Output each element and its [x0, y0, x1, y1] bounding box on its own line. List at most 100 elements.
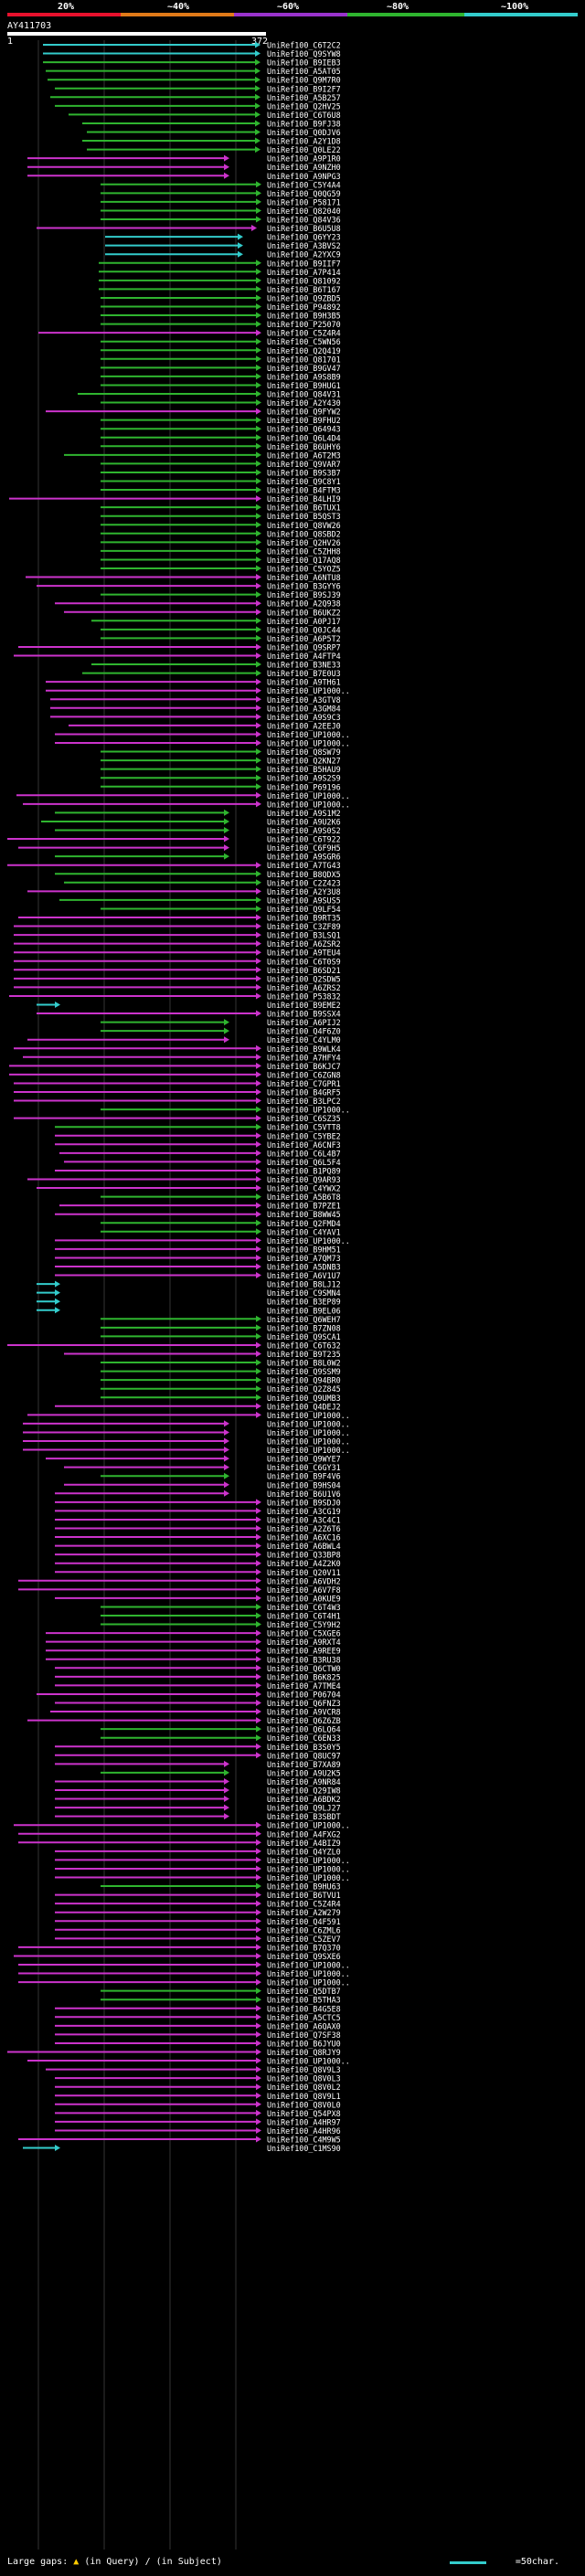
- hit-label[interactable]: UniRef100_B9F4V6: [267, 1472, 341, 1481]
- hit-label[interactable]: UniRef100_C7GPR1: [267, 1079, 341, 1088]
- hit-row[interactable]: UniRef100_Q9M7R0: [48, 76, 341, 85]
- hit-label[interactable]: UniRef100_UP1000..: [267, 1864, 350, 1873]
- hit-label[interactable]: UniRef100_A0PJ17: [267, 617, 341, 626]
- hit-label[interactable]: UniRef100_Q2KN27: [267, 757, 341, 766]
- hit-row[interactable]: UniRef100_P06704: [37, 1690, 341, 1699]
- hit-label[interactable]: UniRef100_UP1000..: [267, 1821, 350, 1830]
- hit-label[interactable]: UniRef100_Q8UC97: [267, 1751, 341, 1760]
- hit-label[interactable]: UniRef100_Q2Z845: [267, 1384, 341, 1394]
- hit-row[interactable]: UniRef100_UP1000..: [46, 686, 350, 695]
- hit-row[interactable]: UniRef100_Q9UMB3: [101, 1394, 341, 1403]
- hit-row[interactable]: UniRef100_B5THA3: [101, 1996, 341, 2005]
- hit-row[interactable]: UniRef100_C5Z4R4: [38, 329, 341, 338]
- hit-label[interactable]: UniRef100_Q9SXE6: [267, 1952, 341, 1961]
- hit-label[interactable]: UniRef100_Q8SBD2: [267, 529, 341, 538]
- hit-label[interactable]: UniRef100_A3GTV8: [267, 695, 341, 705]
- hit-label[interactable]: UniRef100_Q6Z6ZB: [267, 1716, 341, 1725]
- hit-label[interactable]: UniRef100_A9NPG3: [267, 172, 341, 181]
- hit-row[interactable]: UniRef100_C7GPR1: [14, 1079, 341, 1088]
- hit-row[interactable]: UniRef100_B4LHI9: [9, 494, 341, 504]
- hit-label[interactable]: UniRef100_Q9SRP7: [267, 642, 341, 652]
- hit-label[interactable]: UniRef100_Q9LF54: [267, 905, 341, 914]
- hit-row[interactable]: UniRef100_Q8VW26: [101, 521, 341, 530]
- hit-label[interactable]: UniRef100_C5VTT8: [267, 1123, 341, 1132]
- hit-row[interactable]: UniRef100_A6P5T2: [101, 634, 341, 643]
- hit-row[interactable]: UniRef100_A6ZRS2: [14, 983, 341, 992]
- hit-label[interactable]: UniRef100_UP1000..: [267, 1969, 350, 1978]
- hit-row[interactable]: UniRef100_B5HAU9: [101, 765, 341, 774]
- hit-row[interactable]: UniRef100_Q33BP8: [55, 1551, 341, 1560]
- hit-label[interactable]: UniRef100_UP1000..: [267, 2057, 350, 2066]
- hit-row[interactable]: UniRef100_Q2SDW5: [14, 974, 341, 983]
- hit-row[interactable]: UniRef100_B3NE33: [91, 661, 341, 670]
- hit-row[interactable]: UniRef100_A7QM73: [55, 1254, 341, 1263]
- hit-label[interactable]: UniRef100_UP1000..: [267, 800, 350, 809]
- hit-row[interactable]: UniRef100_Q2Q419: [101, 346, 341, 355]
- hit-row[interactable]: UniRef100_A6QAX0: [55, 2021, 341, 2030]
- hit-row[interactable]: UniRef100_A7P414: [99, 268, 341, 277]
- hit-label[interactable]: UniRef100_Q8V0L3: [267, 2074, 341, 2083]
- hit-label[interactable]: UniRef100_Q8RJY9: [267, 2048, 341, 2057]
- hit-label[interactable]: UniRef100_C4YWX2: [267, 1184, 341, 1193]
- hit-row[interactable]: UniRef100_A9S0S2: [55, 826, 341, 835]
- hit-row[interactable]: UniRef100_Q54PX8: [55, 2109, 341, 2118]
- hit-row[interactable]: UniRef100_C5YOZ5: [101, 565, 341, 574]
- hit-row[interactable]: UniRef100_Q6CTW0: [55, 1664, 341, 1673]
- hit-row[interactable]: UniRef100_B5QST3: [101, 512, 341, 521]
- hit-row[interactable]: UniRef100_P25070: [101, 320, 341, 329]
- hit-row[interactable]: UniRef100_UP1000..: [55, 1873, 350, 1882]
- hit-row[interactable]: UniRef100_A4HR96: [55, 2126, 341, 2136]
- hit-row[interactable]: UniRef100_C6T632: [7, 1341, 341, 1350]
- hit-label[interactable]: UniRef100_Q2SDW5: [267, 974, 341, 983]
- hit-row[interactable]: UniRef100_A6NTU8: [26, 573, 341, 582]
- hit-label[interactable]: UniRef100_A6BDK2: [267, 1795, 341, 1804]
- hit-row[interactable]: UniRef100_A9NR84: [55, 1777, 341, 1786]
- hit-row[interactable]: UniRef100_Q8SBD2: [101, 529, 341, 538]
- hit-label[interactable]: UniRef100_B9HU63: [267, 1882, 341, 1892]
- hit-row[interactable]: UniRef100_Q82040: [101, 207, 341, 216]
- hit-label[interactable]: UniRef100_A9S9C3: [267, 713, 341, 722]
- hit-row[interactable]: UniRef100_C4M9W5: [18, 2136, 341, 2145]
- hit-row[interactable]: UniRef100_P69196: [101, 782, 341, 791]
- hit-label[interactable]: UniRef100_C6ZGN8: [267, 1070, 341, 1079]
- hit-row[interactable]: UniRef100_C9SMN4: [37, 1288, 341, 1298]
- hit-label[interactable]: UniRef100_Q6LQ64: [267, 1725, 341, 1734]
- hit-label[interactable]: UniRef100_Q20V11: [267, 1568, 341, 1577]
- hit-label[interactable]: UniRef100_Q6CTW0: [267, 1664, 341, 1673]
- hit-row[interactable]: UniRef100_A9S2S9: [101, 774, 341, 783]
- hit-row[interactable]: UniRef100_C6SZ35: [14, 1114, 341, 1123]
- hit-label[interactable]: UniRef100_UP1000..: [267, 730, 350, 739]
- hit-row[interactable]: UniRef100_B8QDX5: [55, 870, 341, 879]
- hit-row[interactable]: UniRef100_B8L0W2: [101, 1359, 341, 1368]
- hit-row[interactable]: UniRef100_Q9SYW8: [43, 49, 341, 58]
- hit-label[interactable]: UniRef100_Q4F6Z0: [267, 1027, 341, 1036]
- hit-row[interactable]: UniRef100_C5ZEV7: [55, 1935, 341, 1944]
- hit-row[interactable]: UniRef100_B9SSX4: [37, 1010, 341, 1019]
- hit-row[interactable]: UniRef100_P58171: [101, 197, 341, 207]
- hit-label[interactable]: UniRef100_Q5DTB7: [267, 1987, 341, 1996]
- hit-row[interactable]: UniRef100_Q9ZBD5: [101, 293, 341, 302]
- hit-row[interactable]: UniRef100_A6V7F8: [18, 1585, 341, 1595]
- hit-row[interactable]: UniRef100_Q29IW8: [55, 1786, 341, 1796]
- hit-label[interactable]: UniRef100_A9S1M2: [267, 809, 341, 818]
- hit-row[interactable]: UniRef100_Q9LJ27: [55, 1804, 341, 1813]
- hit-row[interactable]: UniRef100_A4BIZ9: [18, 1839, 341, 1848]
- hit-row[interactable]: UniRef100_UP1000..: [55, 1236, 350, 1246]
- hit-row[interactable]: UniRef100_Q4F6Z0: [101, 1027, 341, 1036]
- hit-label[interactable]: UniRef100_C6T6U8: [267, 111, 341, 120]
- hit-label[interactable]: UniRef100_Q6L4D4: [267, 433, 341, 442]
- hit-label[interactable]: UniRef100_C5ZEV7: [267, 1935, 341, 1944]
- hit-row[interactable]: UniRef100_B6JYU0: [55, 2039, 341, 2048]
- hit-row[interactable]: UniRef100_Q2HV25: [55, 101, 341, 111]
- hit-row[interactable]: UniRef100_Q5DTB7: [101, 1987, 341, 1996]
- hit-label[interactable]: UniRef100_Q2HV25: [267, 101, 341, 111]
- hit-row[interactable]: UniRef100_A6ZSR2: [14, 939, 341, 949]
- hit-row[interactable]: UniRef100_B9HU63: [101, 1882, 341, 1892]
- hit-label[interactable]: UniRef100_A3CG19: [267, 1507, 341, 1516]
- hit-label[interactable]: UniRef100_A4Z2K0: [267, 1559, 341, 1568]
- hit-label[interactable]: UniRef100_A9S8B9: [267, 372, 341, 381]
- hit-row[interactable]: UniRef100_C6F9H5: [18, 843, 341, 853]
- hit-label[interactable]: UniRef100_C9SMN4: [267, 1288, 341, 1298]
- hit-label[interactable]: UniRef100_C5Z4R4: [267, 329, 341, 338]
- hit-label[interactable]: UniRef100_C2Z423: [267, 878, 341, 887]
